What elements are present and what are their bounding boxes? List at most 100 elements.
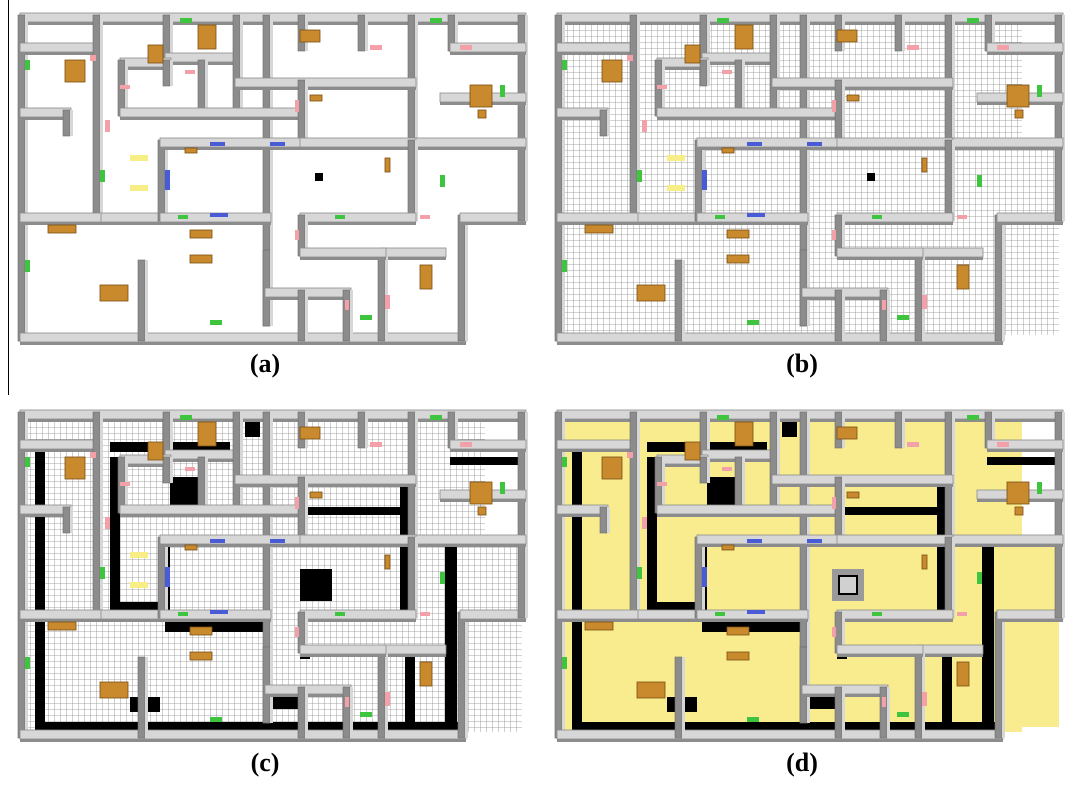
green-marker — [180, 18, 192, 23]
yellow-marker — [130, 185, 148, 191]
wall — [699, 456, 708, 484]
wall-top — [902, 15, 905, 51]
pink-marker — [832, 627, 836, 637]
yellow-marker — [667, 155, 685, 161]
wall-top — [562, 412, 565, 738]
wall — [409, 137, 527, 148]
furniture — [309, 94, 323, 102]
furniture — [584, 224, 614, 234]
wall — [599, 506, 608, 534]
wall — [232, 14, 241, 117]
wall-top — [842, 215, 845, 256]
pink-marker — [922, 295, 927, 309]
obstacle — [300, 569, 332, 601]
wall-side — [160, 619, 271, 622]
green-marker — [717, 415, 729, 420]
wall — [299, 247, 387, 258]
furniture — [189, 626, 213, 636]
wall-top — [455, 15, 458, 51]
wall-top — [465, 612, 468, 738]
blue-marker — [747, 610, 765, 614]
green-marker — [210, 717, 222, 722]
wall-side — [235, 484, 416, 487]
floorplan-a — [17, 12, 528, 345]
obstacle — [572, 722, 1002, 732]
wall — [631, 609, 704, 620]
wall-top — [842, 612, 845, 653]
wall — [916, 644, 984, 655]
green-marker — [25, 260, 30, 272]
blue-marker — [165, 170, 170, 190]
wall — [944, 139, 953, 222]
wall — [769, 411, 778, 514]
wall — [17, 14, 26, 342]
blue-marker — [747, 142, 762, 146]
robot-marker — [315, 173, 323, 181]
blue-marker — [210, 539, 225, 543]
wall — [944, 536, 953, 619]
green-marker — [440, 572, 445, 584]
wall — [946, 534, 1064, 545]
wall-side — [410, 147, 526, 150]
caption-b: (b) — [786, 349, 818, 378]
furniture — [562, 415, 1042, 722]
wall-side — [657, 464, 708, 467]
wall-top — [70, 110, 73, 136]
wall-side — [450, 449, 526, 452]
wall-top — [305, 612, 308, 653]
wall — [994, 214, 1003, 342]
furniture — [921, 554, 928, 570]
green-marker — [178, 215, 188, 219]
panel-a: (a) — [0, 0, 530, 390]
wall-top — [415, 15, 418, 146]
furniture — [726, 229, 750, 239]
explored-right — [997, 547, 1059, 727]
green-marker — [872, 612, 882, 616]
pink-marker — [957, 612, 967, 616]
furniture — [836, 426, 858, 440]
wall-side — [772, 87, 953, 90]
furniture — [309, 491, 323, 499]
wall-top — [807, 412, 810, 723]
green-marker — [335, 215, 345, 219]
walls — [554, 409, 1065, 742]
wall-top — [145, 657, 148, 738]
furniture — [99, 284, 129, 302]
furniture — [64, 59, 86, 83]
green-marker — [25, 657, 30, 669]
green-marker — [1037, 85, 1042, 97]
pink-marker — [997, 45, 1009, 50]
wall-top — [707, 60, 710, 86]
wall — [629, 14, 638, 222]
wall — [834, 476, 843, 544]
wall-top — [707, 412, 710, 458]
obstacle — [110, 457, 120, 612]
furniture — [734, 24, 754, 50]
wall — [599, 109, 608, 137]
wall — [699, 59, 708, 87]
wall — [916, 247, 984, 258]
wall-top — [1062, 15, 1065, 221]
wall-top — [807, 15, 810, 326]
wall — [119, 107, 307, 118]
wall — [19, 609, 102, 620]
wall — [834, 686, 843, 739]
obstacle — [802, 697, 837, 709]
furniture — [477, 506, 487, 516]
wall-top — [742, 457, 745, 513]
furniture — [734, 421, 754, 447]
wall — [879, 686, 888, 739]
green-marker — [335, 612, 345, 616]
wall-side — [837, 544, 953, 547]
wall — [92, 14, 101, 222]
wall-side — [947, 544, 1063, 547]
wall-side — [20, 619, 101, 622]
wall — [297, 79, 306, 147]
wall-top — [100, 412, 103, 618]
pink-marker — [957, 215, 967, 219]
wall-side — [837, 654, 923, 657]
furniture — [684, 44, 701, 64]
furniture — [384, 157, 391, 173]
pink-marker — [185, 467, 195, 471]
pink-marker — [90, 452, 96, 458]
